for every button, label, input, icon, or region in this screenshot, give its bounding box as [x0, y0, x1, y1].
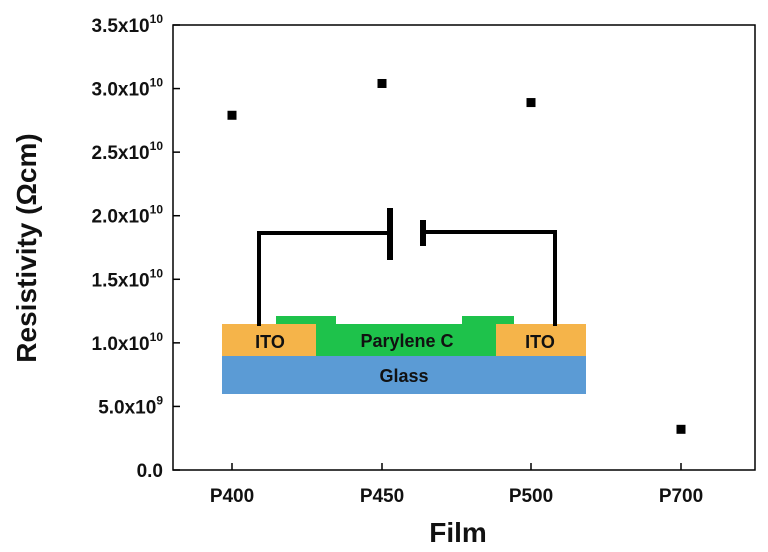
- left-wire: [257, 231, 389, 326]
- y-tick-label: 0.0: [137, 461, 163, 482]
- data-point-p500: [526, 98, 536, 108]
- glass-layer: [222, 356, 586, 394]
- x-tick-label-p500: P500: [509, 486, 553, 507]
- y-tick-label: 1.0x1010: [92, 330, 164, 355]
- x-axis: P400 P450 P500 P700: [210, 463, 703, 507]
- y-tick-label: 5.0x109: [98, 393, 163, 418]
- x-tick-label-p450: P450: [360, 486, 404, 507]
- device-schematic-inset: ITO Parylene C ITO Glass: [222, 208, 586, 394]
- ito-left-label: ITO: [255, 332, 285, 352]
- right-wire: [424, 230, 557, 326]
- plot-frame: [172, 24, 756, 471]
- y-tick-label: 2.5x1010: [92, 139, 164, 164]
- y-axis-title: Resistivity (Ωcm): [11, 133, 42, 362]
- y-tick-label: 3.0x1010: [92, 76, 164, 101]
- x-tick-label-p700: P700: [659, 486, 703, 507]
- y-tick-label: 2.0x1010: [92, 203, 164, 228]
- parylene-label: Parylene C: [360, 331, 453, 351]
- glass-label: Glass: [379, 366, 428, 386]
- ito-right-layer: [496, 324, 586, 356]
- y-axis: 0.0 5.0x109 1.0x1010 1.5x1010 2.0x1010 2.5x10…: [92, 12, 180, 482]
- data-point-p450: [377, 78, 387, 88]
- data-point-p400: [227, 110, 237, 120]
- x-axis-title: Film: [429, 517, 487, 548]
- y-tick-label: 1.5x1010: [92, 266, 164, 291]
- ito-right-label: ITO: [525, 332, 555, 352]
- x-tick-label-p400: P400: [210, 486, 254, 507]
- y-tick-label: 3.5x1010: [92, 12, 164, 37]
- data-point-p700: [676, 424, 686, 434]
- parylene-layer: [276, 316, 514, 356]
- ito-left-layer: [222, 324, 316, 356]
- data-points: [227, 78, 686, 434]
